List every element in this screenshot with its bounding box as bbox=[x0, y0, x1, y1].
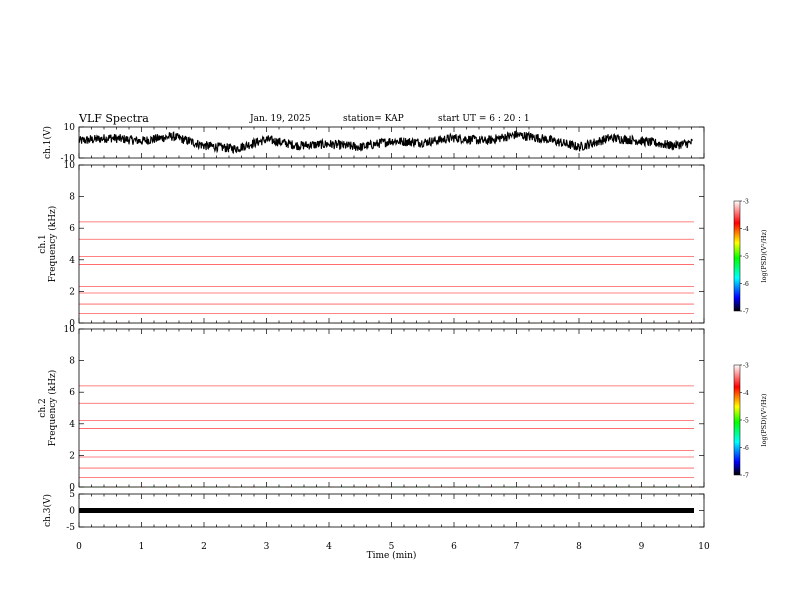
ch1-waveform-line bbox=[78, 130, 694, 154]
y-tick-label: 10 bbox=[64, 123, 76, 133]
chart-title: VLF Spectra bbox=[79, 112, 149, 125]
y-tick-label: -10 bbox=[61, 154, 76, 164]
y-axis-label: ch.1(V) bbox=[42, 126, 53, 159]
date-label: Jan. 19, 2025 bbox=[250, 114, 311, 124]
start-time-label: start UT = 6 : 20 : 1 bbox=[438, 114, 530, 124]
station-label: station= KAP bbox=[343, 114, 404, 124]
